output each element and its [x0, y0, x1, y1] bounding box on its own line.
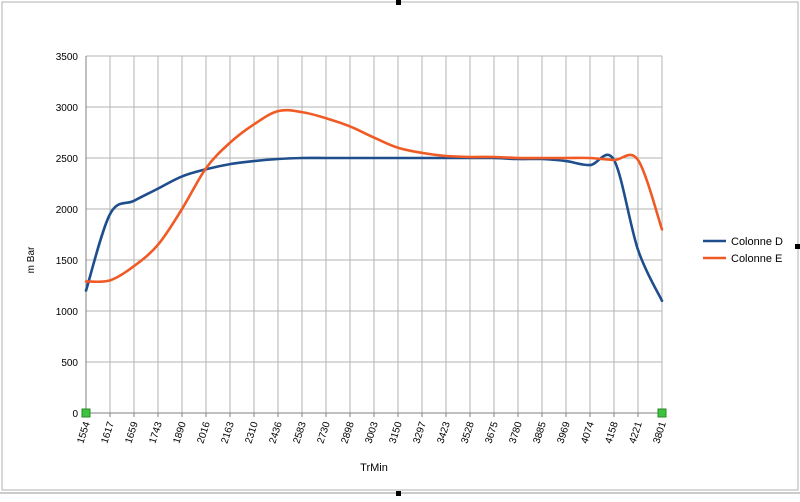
selection-handle-left[interactable]: [81, 408, 91, 418]
frame-handle-bottom[interactable]: [396, 491, 401, 496]
legend-label-colonne-d: Colonne D: [731, 236, 783, 248]
legend: Colonne D Colonne E: [703, 236, 783, 265]
y-tick-label: 0: [72, 409, 78, 420]
y-axis-title: m Bar: [26, 246, 37, 273]
selection-handle-right[interactable]: [657, 408, 667, 418]
y-tick-label: 500: [61, 358, 78, 369]
legend-label-colonne-e: Colonne E: [731, 253, 782, 265]
frame-handle-top[interactable]: [396, 0, 401, 5]
y-tick-label: 3000: [56, 103, 79, 114]
x-axis-title: TrMin: [360, 462, 388, 474]
y-tick-label: 3500: [56, 52, 79, 63]
y-tick-label: 2500: [56, 154, 79, 165]
frame-handle-right[interactable]: [795, 244, 800, 249]
chart-border: [1, 1, 799, 491]
series-line-colonne-d: [84, 153, 664, 303]
axes: [85, 56, 663, 417]
y-tick-label: 2000: [56, 205, 79, 216]
y-tick-label: 1000: [56, 307, 79, 318]
series-lines: [84, 108, 664, 303]
series-line-colonne-e: [84, 108, 664, 284]
y-tick-label: 1500: [56, 256, 79, 267]
